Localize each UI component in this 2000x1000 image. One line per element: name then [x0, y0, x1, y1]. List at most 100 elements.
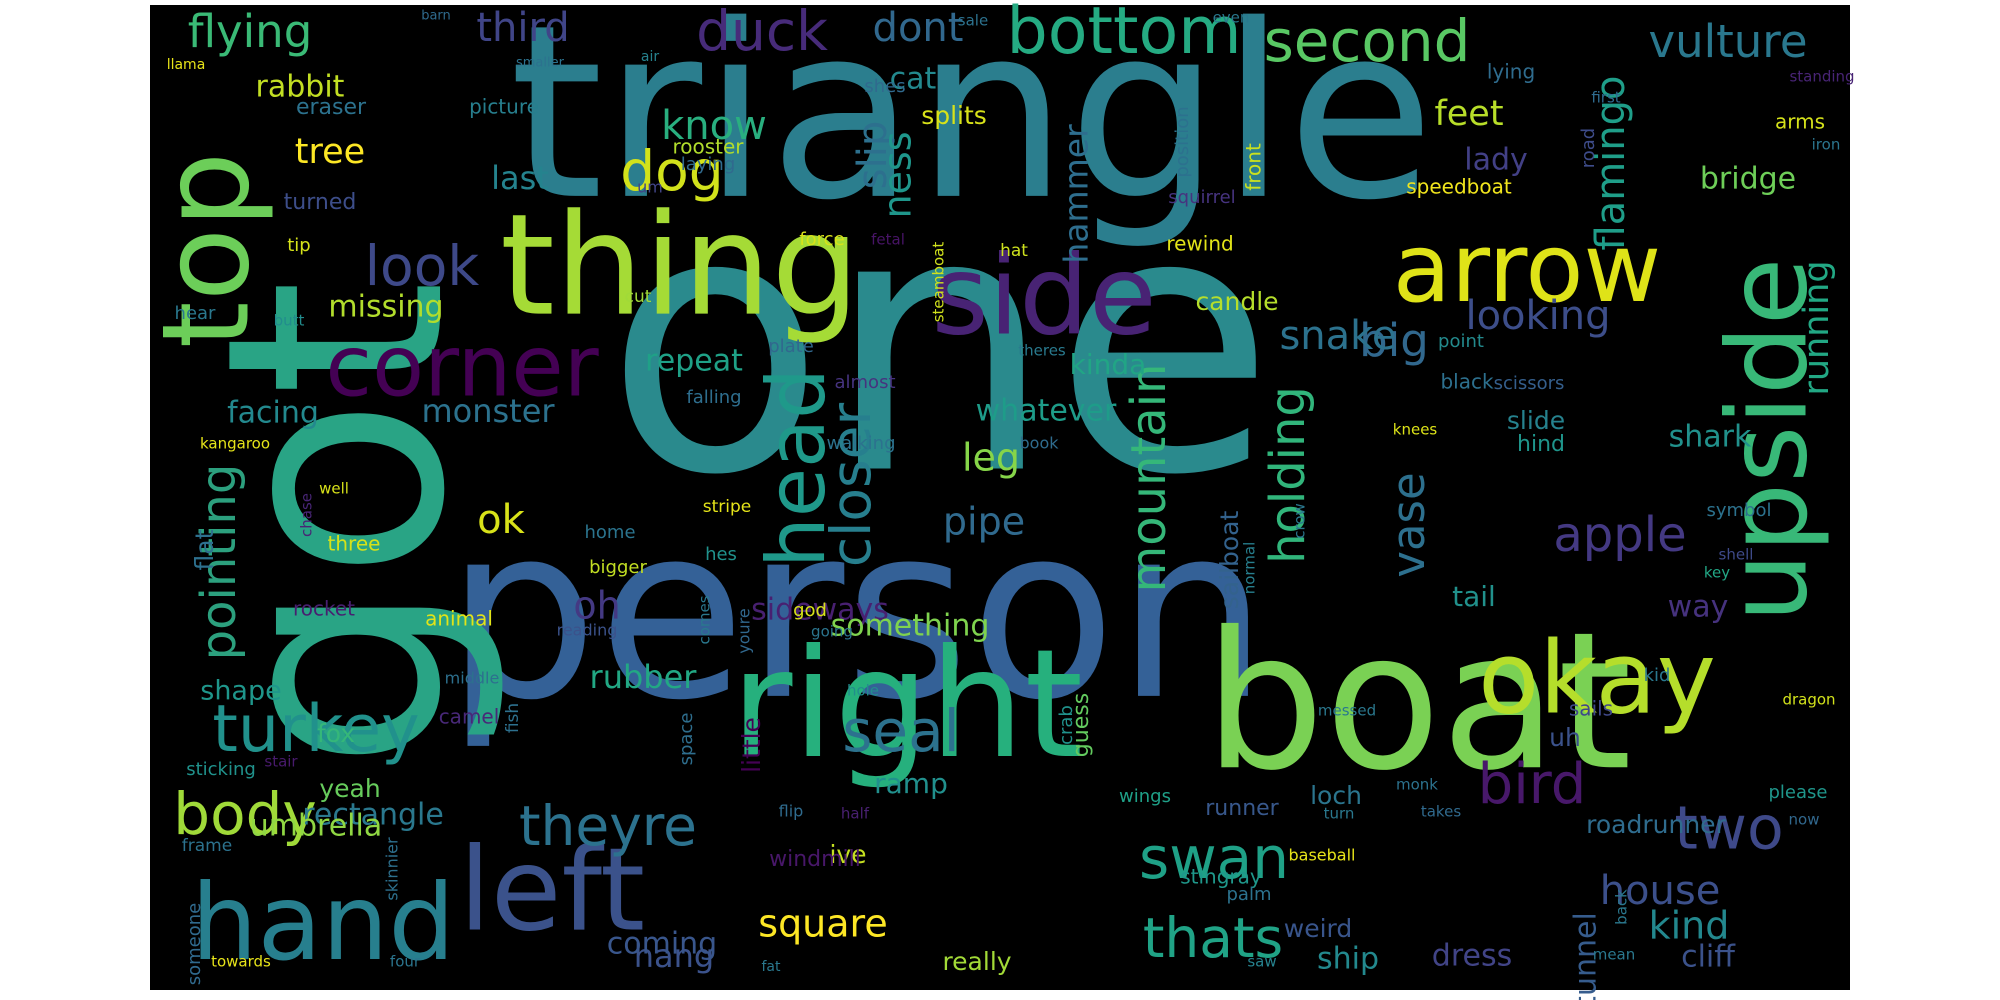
word-tail: tail: [1452, 580, 1496, 613]
word-hat: hat: [1000, 241, 1028, 261]
word-ship: ship: [1317, 942, 1379, 977]
word-flamingo: flamingo: [1588, 76, 1634, 251]
word-duck: duck: [696, 0, 828, 63]
word-pipe: pipe: [943, 500, 1025, 544]
word-way: way: [1668, 590, 1729, 625]
word-reading: reading: [557, 621, 618, 640]
word-llama: llama: [167, 57, 206, 73]
word-really: really: [942, 947, 1011, 976]
word-apple: apple: [1553, 507, 1686, 563]
word-sailboat: sailboat: [1215, 511, 1244, 610]
word-leg: leg: [962, 436, 1020, 480]
word-something: something: [831, 609, 990, 644]
word-kangaroo: kangaroo: [200, 435, 270, 453]
word-sale: sale: [958, 12, 988, 30]
word-camel: camel: [439, 705, 500, 729]
word-going: going: [811, 623, 853, 641]
word-hole: hole: [847, 682, 879, 700]
word-feet: feet: [1434, 94, 1503, 134]
word-towards: towards: [211, 953, 271, 971]
word-cut: cut: [625, 287, 652, 307]
word-standing: standing: [1789, 68, 1854, 86]
word-little: little: [737, 717, 766, 773]
word-half: half: [841, 805, 870, 823]
word-comes: comes: [696, 595, 714, 644]
word-rectangle: rectangle: [302, 798, 444, 833]
word-house: house: [1600, 868, 1721, 914]
word-kinda: kinda: [1070, 348, 1147, 381]
word-running: running: [1797, 260, 1837, 395]
word-hind: hind: [1517, 432, 1565, 457]
word-tunnel: tunnel: [1569, 912, 1604, 1000]
word-pointing: pointing: [191, 464, 247, 661]
word-front: front: [1242, 143, 1266, 191]
word-sticking: sticking: [186, 759, 256, 780]
word-hand: hand: [191, 862, 455, 984]
word-eraser: eraser: [296, 95, 367, 120]
word-bird: bird: [1478, 752, 1587, 817]
word-rocket: rocket: [293, 597, 355, 621]
word-runner: runner: [1205, 796, 1279, 821]
word-smaller: smaller: [516, 56, 565, 71]
word-book: book: [1020, 434, 1060, 453]
word-coming: coming: [607, 927, 717, 962]
word-youre: youre: [735, 608, 754, 653]
word-normal: normal: [1241, 542, 1259, 595]
word-steamboat: steamboat: [930, 242, 948, 323]
word-dog: dog: [620, 139, 723, 203]
word-tree: tree: [295, 132, 365, 172]
word-fetal: fetal: [871, 231, 905, 249]
word-theres: theres: [1018, 342, 1066, 360]
word-cliff: cliff: [1681, 940, 1736, 975]
word-symbol: symbol: [1706, 500, 1771, 521]
word-kind: kind: [1649, 904, 1730, 948]
word-space: space: [676, 713, 697, 766]
word-rubber: rubber: [590, 658, 698, 696]
word-rooster: rooster: [672, 135, 744, 159]
word-whatever: whatever: [976, 394, 1117, 429]
word-even: even: [1213, 9, 1250, 27]
word-back: back: [1613, 889, 1631, 925]
word-animal: animal: [425, 607, 493, 631]
word-stingray: stingray: [1180, 865, 1262, 889]
word-uh: uh: [1549, 723, 1581, 752]
word-plate: plate: [768, 336, 814, 357]
word-weird: weird: [1284, 914, 1352, 943]
word-last: last: [491, 159, 549, 197]
word-side: side: [931, 231, 1156, 359]
word-god: god: [793, 600, 827, 621]
word-ive: ive: [829, 840, 866, 869]
word-stair: stair: [264, 753, 298, 771]
word-candle: candle: [1195, 287, 1278, 316]
cloud-background: [150, 5, 1850, 990]
word-knees: knees: [1393, 421, 1438, 439]
word-frame: frame: [182, 836, 232, 856]
word-takes: takes: [1421, 803, 1461, 821]
word-sideways: sideways: [751, 593, 889, 628]
word-fish: fish: [503, 703, 523, 733]
word-rabbit: rabbit: [256, 70, 345, 105]
word-arrow: arrow: [1393, 214, 1661, 324]
word-big: big: [1359, 314, 1429, 367]
word-monster: monster: [421, 392, 555, 430]
word-shell: shell: [1719, 546, 1754, 564]
word-holding: holding: [1260, 386, 1316, 564]
word-bottom: bottom: [1006, 0, 1241, 69]
word-picture: picture: [469, 95, 539, 119]
word-slip: slip: [850, 121, 896, 189]
word-lady: lady: [1464, 143, 1528, 178]
word-dragon: dragon: [1782, 691, 1835, 709]
word-facing: facing: [227, 396, 319, 431]
word-person: person: [446, 473, 1269, 753]
word-roadrunner: roadrunner: [1586, 810, 1726, 839]
word-mountain: mountain: [1121, 364, 1177, 593]
word-flying: flying: [188, 5, 313, 58]
word-yeah: yeah: [319, 774, 380, 803]
word-home: home: [584, 522, 635, 543]
word-dress: dress: [1432, 939, 1512, 974]
word-point: point: [1438, 331, 1484, 352]
word-fat: fat: [762, 959, 782, 975]
word-key: key: [1704, 564, 1730, 582]
word-kid: kid: [1644, 665, 1671, 686]
